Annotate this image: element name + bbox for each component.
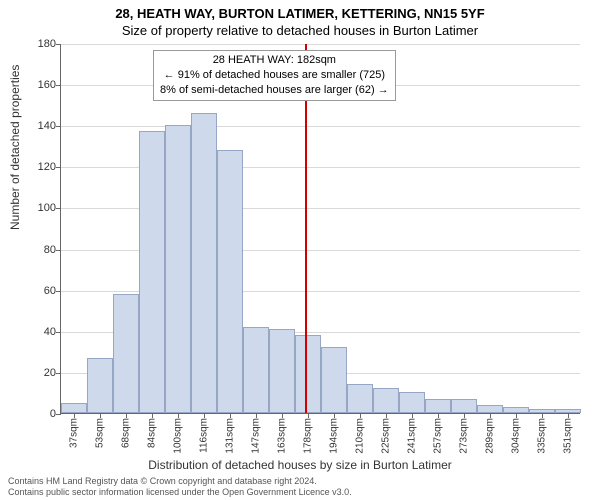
histogram-bar (139, 131, 164, 413)
histogram-chart: 37sqm53sqm68sqm84sqm100sqm116sqm131sqm14… (60, 44, 580, 414)
histogram-bar (165, 125, 190, 413)
x-tick-label: 84sqm (147, 418, 158, 448)
footer-attribution: Contains HM Land Registry data © Crown c… (8, 476, 352, 498)
histogram-bar (87, 358, 112, 414)
y-tick-container: 020406080100120140160180 (0, 44, 60, 414)
x-tick-label: 210sqm (355, 418, 366, 454)
histogram-bar (191, 113, 216, 413)
histogram-bar (321, 347, 346, 413)
x-tick-label: 304sqm (511, 418, 522, 454)
x-tick-label: 100sqm (173, 418, 184, 454)
histogram-bar (425, 399, 450, 413)
annotation-box: 28 HEATH WAY: 182sqm ← 91% of detached h… (153, 50, 396, 101)
x-tick-label: 178sqm (303, 418, 314, 454)
y-tick-label: 120 (26, 161, 56, 173)
histogram-bar (113, 294, 138, 413)
histogram-bar (347, 384, 372, 413)
y-tick-label: 140 (26, 120, 56, 132)
histogram-bar (217, 150, 242, 413)
x-axis-label: Distribution of detached houses by size … (0, 458, 600, 472)
histogram-bar (399, 392, 424, 413)
x-tick-label: 163sqm (277, 418, 288, 454)
y-tick-label: 80 (26, 244, 56, 256)
footer-line-2: Contains public sector information licen… (8, 487, 352, 498)
x-tick-label: 273sqm (459, 418, 470, 454)
x-tick-label: 335sqm (537, 418, 548, 454)
x-tick-label: 37sqm (69, 418, 80, 448)
annotation-line-2: ← 91% of detached houses are smaller (72… (160, 68, 389, 83)
y-tick-label: 180 (26, 38, 56, 50)
y-tick-label: 40 (26, 326, 56, 338)
annotation-line-3: 8% of semi-detached houses are larger (6… (160, 83, 389, 98)
x-tick-label: 147sqm (251, 418, 262, 454)
x-tick-label: 351sqm (563, 418, 574, 454)
x-tick-label: 53sqm (95, 418, 106, 448)
annotation-line-1: 28 HEATH WAY: 182sqm (160, 53, 389, 68)
x-tick-label: 131sqm (225, 418, 236, 454)
y-tick-label: 160 (26, 79, 56, 91)
y-tick-mark (56, 414, 61, 415)
page-subtitle: Size of property relative to detached ho… (0, 21, 600, 42)
x-tick-label: 257sqm (433, 418, 444, 454)
y-tick-label: 0 (26, 408, 56, 420)
y-tick-label: 20 (26, 367, 56, 379)
y-tick-label: 100 (26, 202, 56, 214)
page-title: 28, HEATH WAY, BURTON LATIMER, KETTERING… (0, 0, 600, 21)
footer-line-1: Contains HM Land Registry data © Crown c… (8, 476, 352, 487)
x-tick-label: 241sqm (407, 418, 418, 454)
x-tick-label: 194sqm (329, 418, 340, 454)
histogram-bar (295, 335, 320, 413)
gridline (61, 44, 580, 45)
histogram-bar (373, 388, 398, 413)
histogram-bar (451, 399, 476, 413)
histogram-bar (477, 405, 502, 413)
x-tick-label: 116sqm (199, 418, 210, 453)
histogram-bar (269, 329, 294, 413)
y-tick-label: 60 (26, 285, 56, 297)
x-tick-label: 68sqm (121, 418, 132, 448)
histogram-bar (61, 403, 86, 413)
x-tick-label: 289sqm (485, 418, 496, 454)
gridline (61, 126, 580, 127)
x-tick-label: 225sqm (381, 418, 392, 454)
histogram-bar (243, 327, 268, 413)
